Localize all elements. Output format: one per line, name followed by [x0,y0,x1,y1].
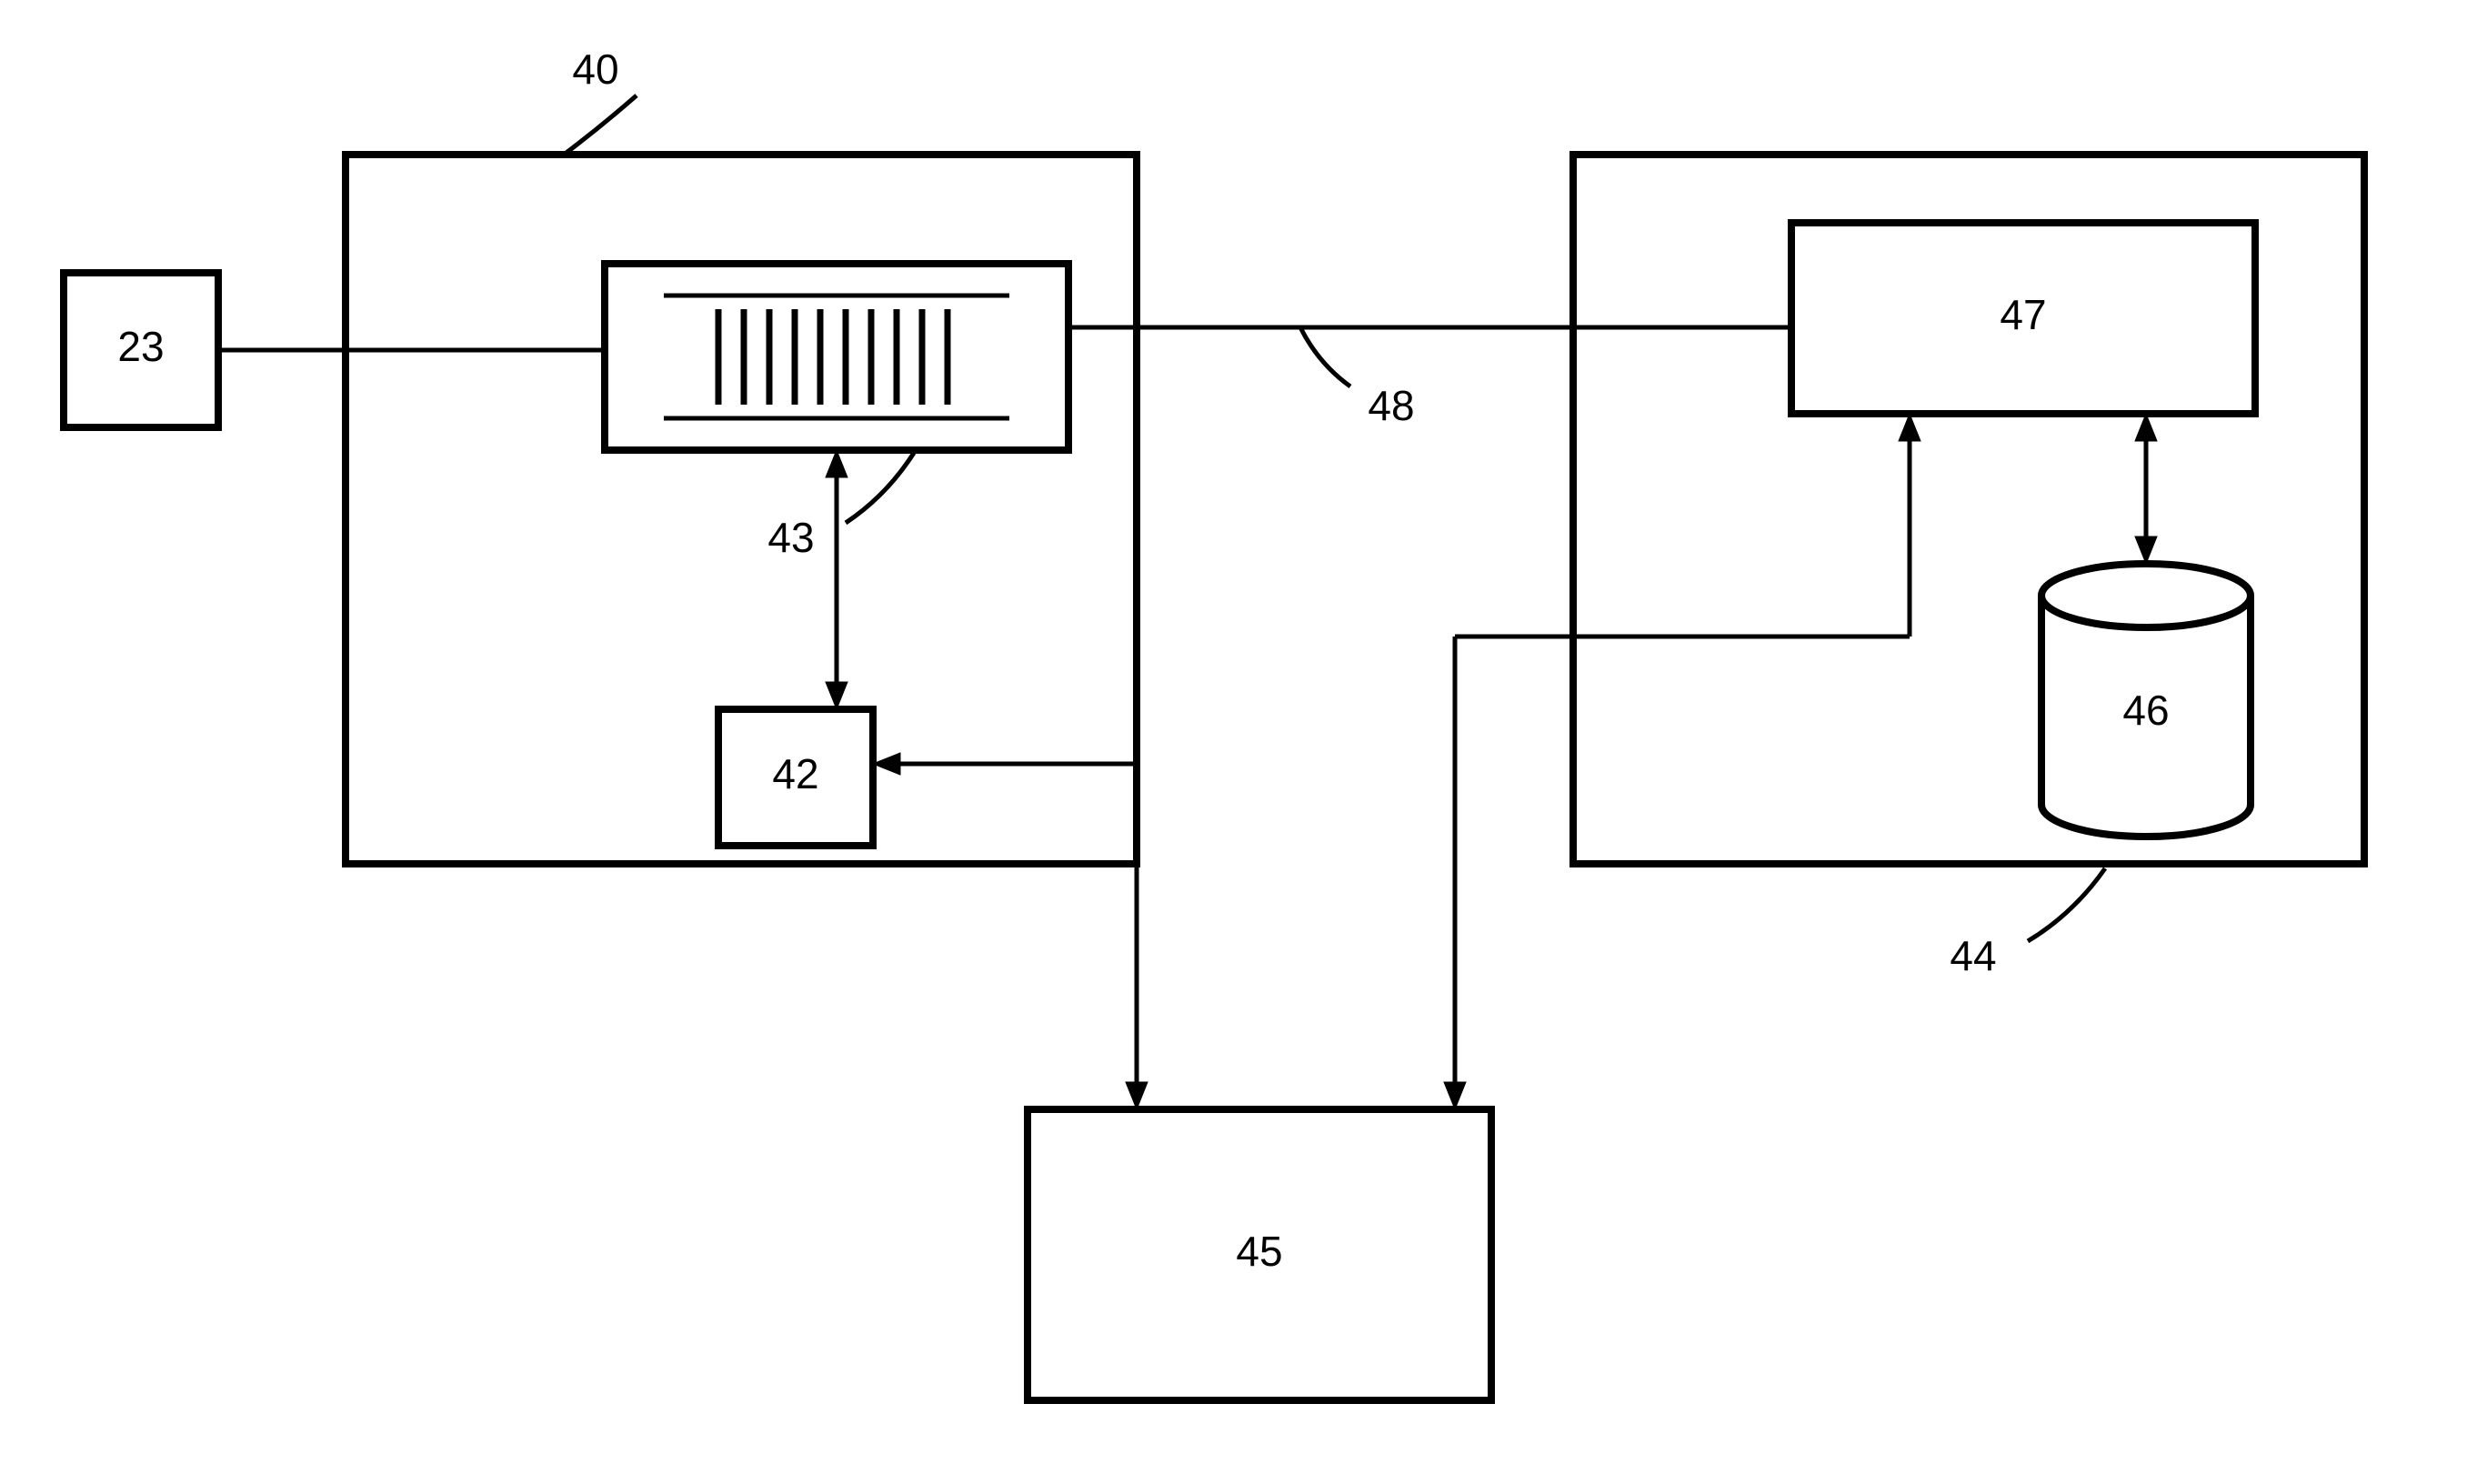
node-n46-label: 46 [2122,687,2169,734]
node-n45-label: 45 [1236,1228,1282,1275]
callout-c44-label: 44 [1950,932,1996,979]
callout-c43-label: 43 [767,514,814,561]
node-n23-label: 23 [117,323,164,370]
node-n43 [605,264,1068,450]
callout-c48-label: 48 [1368,382,1414,429]
node-n42-label: 42 [772,750,818,797]
node-n47-label: 47 [2000,291,2046,338]
node-box44 [1573,155,2364,864]
callout-c40-label: 40 [572,45,618,93]
